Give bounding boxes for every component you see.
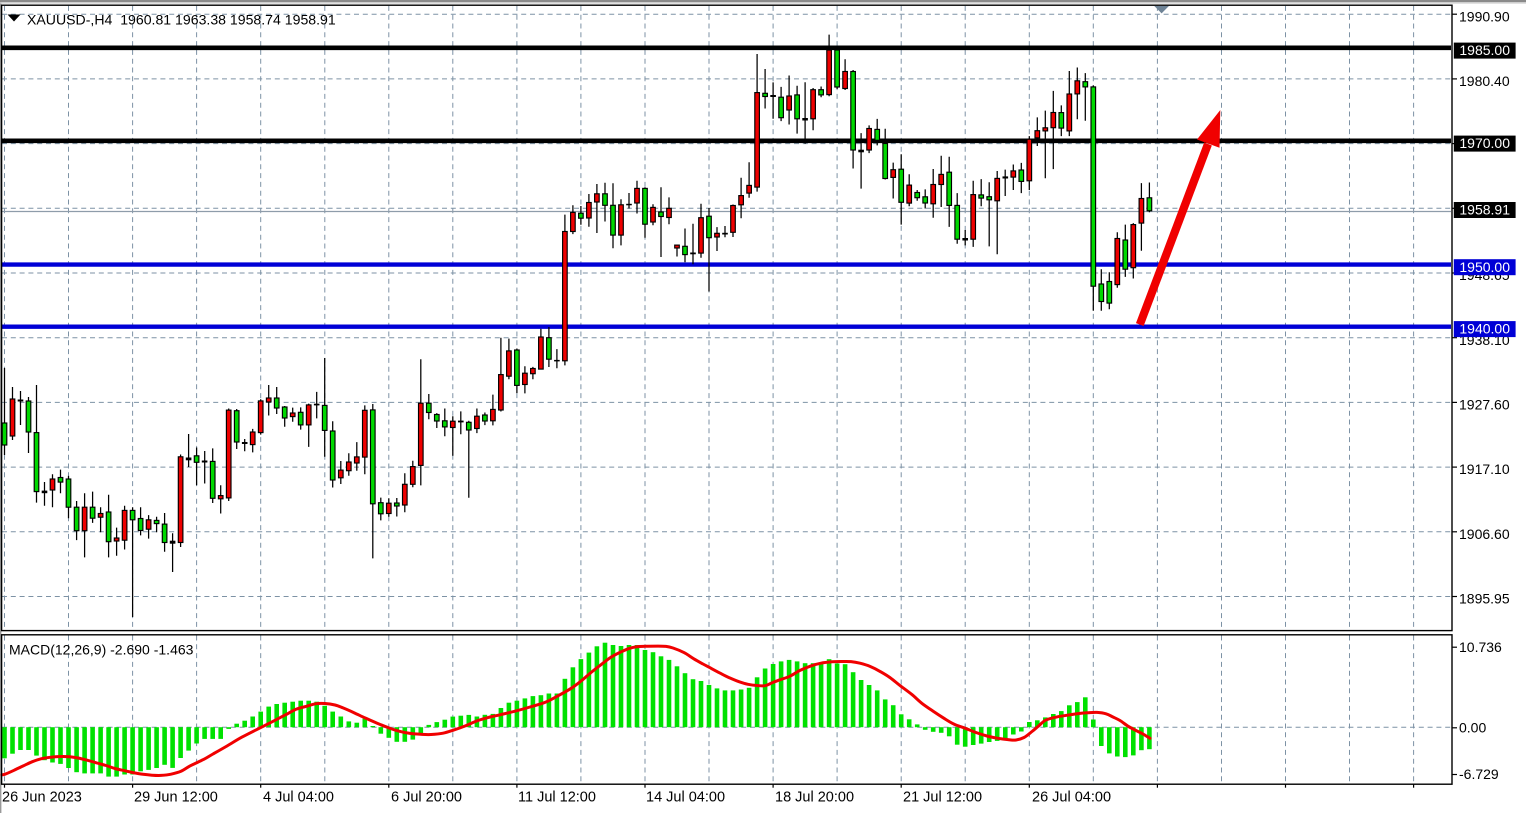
svg-text:1950.00: 1950.00 <box>1459 259 1510 275</box>
svg-text:6 Jul 20:00: 6 Jul 20:00 <box>391 790 462 806</box>
svg-text:1980.40: 1980.40 <box>1459 73 1510 89</box>
svg-text:26 Jun 2023: 26 Jun 2023 <box>2 790 82 806</box>
svg-text:1927.60: 1927.60 <box>1459 397 1510 413</box>
svg-text:4 Jul 04:00: 4 Jul 04:00 <box>263 790 334 806</box>
svg-text:-6.729: -6.729 <box>1459 766 1499 782</box>
svg-text:14 Jul 04:00: 14 Jul 04:00 <box>646 790 725 806</box>
svg-text:0.00: 0.00 <box>1459 719 1486 735</box>
svg-text:29 Jun 12:00: 29 Jun 12:00 <box>134 790 218 806</box>
svg-text:1895.95: 1895.95 <box>1459 591 1510 607</box>
svg-text:XAUUSD-,H4 1960.81 1963.38 19: XAUUSD-,H4 1960.81 1963.38 1958.74 1958.… <box>27 12 336 28</box>
svg-text:18 Jul 20:00: 18 Jul 20:00 <box>775 790 854 806</box>
svg-text:MACD(12,26,9) -2.690 -1.463: MACD(12,26,9) -2.690 -1.463 <box>9 642 194 658</box>
svg-text:1990.90: 1990.90 <box>1459 8 1510 24</box>
svg-text:1985.00: 1985.00 <box>1459 42 1510 58</box>
svg-text:1906.60: 1906.60 <box>1459 526 1510 542</box>
svg-text:21 Jul 12:00: 21 Jul 12:00 <box>903 790 982 806</box>
svg-text:26 Jul 04:00: 26 Jul 04:00 <box>1032 790 1111 806</box>
svg-text:10.736: 10.736 <box>1459 639 1502 655</box>
svg-text:1970.00: 1970.00 <box>1459 135 1510 151</box>
svg-text:11 Jul 12:00: 11 Jul 12:00 <box>518 790 596 806</box>
svg-text:1917.10: 1917.10 <box>1459 461 1510 477</box>
svg-text:1958.91: 1958.91 <box>1459 202 1510 218</box>
svg-text:1940.00: 1940.00 <box>1459 321 1510 337</box>
